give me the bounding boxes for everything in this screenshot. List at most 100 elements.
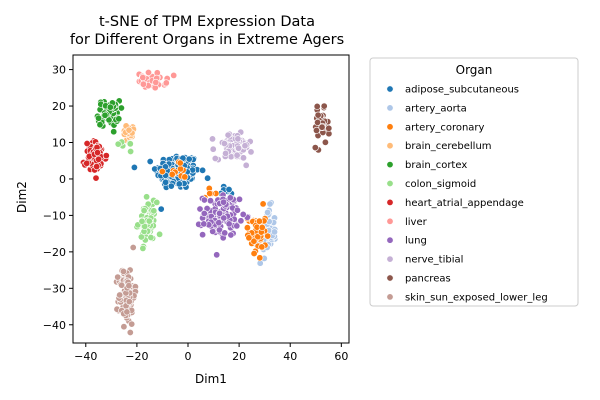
legend-label: lung bbox=[405, 236, 427, 247]
data-point bbox=[236, 195, 244, 203]
data-point bbox=[101, 111, 109, 119]
y-tick-label: 20 bbox=[52, 100, 66, 113]
legend-label: pancreas bbox=[405, 274, 451, 285]
data-point bbox=[177, 165, 185, 173]
legend-title: Organ bbox=[456, 63, 493, 77]
data-point bbox=[239, 210, 247, 218]
data-point bbox=[125, 126, 133, 134]
data-point bbox=[120, 323, 128, 331]
data-point bbox=[150, 207, 158, 215]
x-tick-label: 40 bbox=[283, 350, 297, 363]
y-tick-label: 10 bbox=[52, 136, 66, 149]
legend-marker bbox=[386, 236, 394, 244]
legend: Organ adipose_subcutaneous artery_aortaar… bbox=[369, 57, 579, 307]
data-point bbox=[120, 267, 128, 275]
data-point bbox=[311, 144, 319, 152]
data-point bbox=[199, 166, 207, 174]
data-point bbox=[233, 151, 241, 159]
data-point bbox=[209, 135, 217, 143]
data-point bbox=[235, 144, 243, 152]
x-tick-label: 20 bbox=[232, 350, 246, 363]
data-point bbox=[140, 207, 148, 215]
x-tick-label: 60 bbox=[334, 350, 348, 363]
legend-item-artery_coronary: artery_coronary bbox=[386, 122, 485, 133]
data-point bbox=[126, 328, 134, 336]
data-point bbox=[216, 209, 224, 217]
y-tick-label: −10 bbox=[43, 209, 66, 222]
legend-label: nerve_tibial bbox=[405, 255, 463, 266]
data-point bbox=[243, 224, 251, 232]
data-point bbox=[259, 200, 267, 208]
chart-title: t-SNE of TPM Expression Data for Differe… bbox=[70, 14, 344, 48]
data-point bbox=[207, 197, 215, 205]
data-point bbox=[240, 154, 248, 162]
data-point bbox=[175, 180, 183, 188]
data-point bbox=[167, 182, 175, 190]
y-tick-label: 0 bbox=[59, 173, 66, 186]
x-axis-ticks: −40 −20 0 20 40 60 bbox=[74, 343, 348, 363]
legend-item-adipose_subcutaneous: adipose_subcutaneous bbox=[386, 85, 519, 96]
data-point bbox=[325, 124, 333, 132]
data-point bbox=[204, 174, 212, 182]
legend-label: adipose_subcutaneous bbox=[405, 85, 519, 96]
data-point bbox=[242, 161, 250, 169]
data-point bbox=[227, 231, 235, 239]
legend-item-lung: lung bbox=[386, 236, 427, 247]
legend-item-liver: liver bbox=[386, 217, 428, 228]
data-point bbox=[250, 250, 258, 258]
legend-marker bbox=[386, 198, 394, 206]
legend-marker bbox=[386, 142, 394, 150]
series-lung bbox=[195, 191, 252, 259]
y-tick-label: −30 bbox=[43, 282, 66, 295]
legend-item-brain_cortex: brain_cortex bbox=[386, 160, 467, 171]
y-tick-label: −20 bbox=[43, 246, 66, 259]
legend-marker bbox=[386, 180, 394, 188]
data-point bbox=[199, 231, 207, 239]
data-point bbox=[106, 103, 114, 111]
data-point bbox=[320, 102, 328, 110]
legend-label: artery_coronary bbox=[405, 122, 485, 133]
data-point bbox=[168, 170, 176, 178]
data-point bbox=[266, 200, 274, 208]
data-point bbox=[222, 149, 230, 157]
data-point bbox=[313, 102, 321, 110]
y-axis-label: Dim2 bbox=[15, 181, 29, 213]
data-point bbox=[138, 217, 146, 225]
data-point bbox=[255, 217, 263, 225]
data-point bbox=[139, 244, 147, 252]
legend-marker bbox=[386, 217, 394, 225]
data-point bbox=[125, 298, 133, 306]
legend-marker bbox=[386, 274, 394, 282]
data-point bbox=[114, 140, 122, 148]
data-point bbox=[83, 140, 91, 148]
data-point bbox=[126, 140, 134, 148]
series-skin_sun_exposed_lower_leg bbox=[113, 244, 139, 336]
legend-label: skin_sun_exposed_lower_leg bbox=[405, 292, 548, 303]
series-colon_sigmoid bbox=[114, 138, 164, 252]
legend-item-artery_aorta: artery_aorta bbox=[386, 103, 467, 114]
data-point bbox=[321, 138, 329, 146]
data-point bbox=[158, 168, 166, 176]
series-liver bbox=[135, 69, 178, 92]
data-point bbox=[139, 74, 147, 82]
series-heart_atrial_appendage bbox=[80, 137, 110, 182]
data-point bbox=[256, 254, 264, 262]
y-axis-ticks: −40 −30 −20 −10 0 10 20 30 bbox=[43, 64, 73, 332]
legend-marker bbox=[386, 104, 394, 112]
data-point bbox=[110, 128, 118, 136]
data-point bbox=[209, 145, 217, 153]
legend-marker bbox=[386, 161, 394, 169]
data-point bbox=[139, 80, 147, 88]
series-pancreas bbox=[311, 102, 333, 154]
data-point bbox=[237, 217, 245, 225]
data-point bbox=[196, 205, 204, 213]
data-point bbox=[220, 140, 228, 148]
data-point bbox=[143, 193, 151, 201]
chart-title-line-1: t-SNE of TPM Expression Data bbox=[99, 14, 315, 30]
data-point bbox=[125, 282, 133, 290]
data-point bbox=[123, 308, 131, 316]
data-point bbox=[83, 159, 91, 167]
data-point bbox=[215, 219, 223, 227]
series-nerve_tibial bbox=[209, 128, 255, 169]
legend-marker bbox=[386, 293, 394, 301]
